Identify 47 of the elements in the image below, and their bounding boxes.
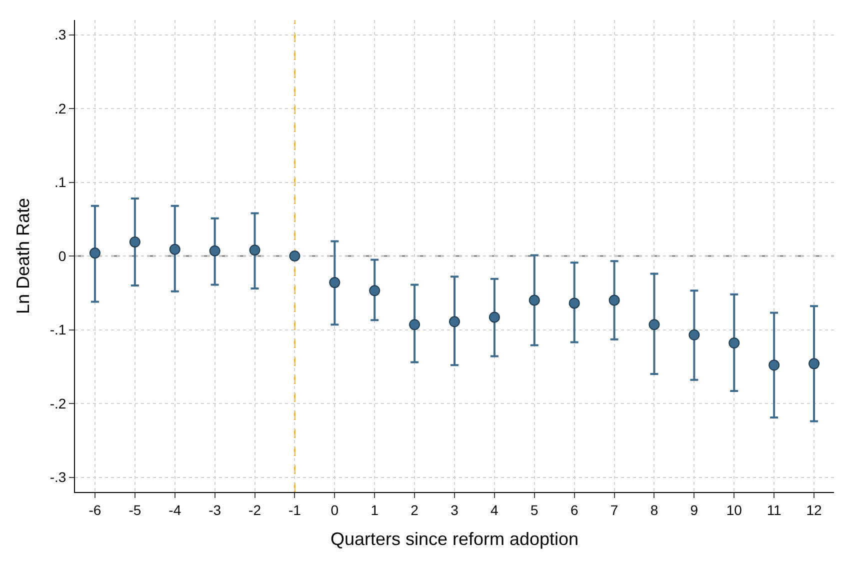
x-tick-label: 6 — [570, 502, 578, 518]
point — [169, 244, 180, 255]
y-tick-label: -.3 — [50, 469, 66, 486]
y-tick-label: 0 — [58, 248, 66, 264]
x-tick-label: 11 — [766, 502, 782, 518]
point — [369, 285, 380, 296]
y-tick-label: -.1 — [50, 322, 66, 338]
point — [89, 248, 100, 259]
x-tick-label: -2 — [248, 502, 262, 518]
point — [209, 245, 220, 256]
x-tick-label: 3 — [450, 502, 459, 518]
y-tick-label: .1 — [54, 174, 66, 190]
point — [608, 294, 620, 306]
point — [289, 250, 300, 262]
y-tick-label: -.2 — [50, 395, 66, 412]
x-tick-label: 2 — [410, 502, 419, 518]
y-axis-title: Ln Death Rate — [13, 198, 34, 314]
point — [768, 360, 780, 371]
point — [249, 244, 260, 256]
x-tick-label: 0 — [330, 502, 339, 518]
x-tick-label: 8 — [650, 502, 658, 518]
x-tick-label: 1 — [370, 502, 379, 518]
x-tick-label: 5 — [530, 502, 538, 518]
x-tick-label: 10 — [726, 502, 742, 518]
x-tick-label: -4 — [168, 502, 182, 518]
point — [449, 316, 460, 328]
x-tick-label: 12 — [806, 502, 822, 518]
x-tick-label: -1 — [288, 502, 302, 518]
point — [648, 319, 660, 330]
y-tick-label: .3 — [54, 26, 66, 43]
x-tick-label: 9 — [690, 502, 698, 518]
point — [329, 277, 340, 288]
point — [488, 312, 500, 323]
x-tick-label: 7 — [610, 502, 618, 518]
x-tick-label: -3 — [208, 502, 222, 518]
x-tick-label: -5 — [128, 502, 142, 518]
x-tick-label: -6 — [88, 502, 102, 518]
x-axis-title: Quarters since reform adoption — [330, 528, 579, 549]
point — [568, 298, 580, 309]
point — [728, 338, 740, 349]
point — [688, 329, 700, 340]
point — [129, 236, 140, 248]
point — [409, 319, 420, 330]
point — [528, 294, 540, 306]
point — [808, 358, 820, 370]
x-tick-label: 4 — [490, 502, 499, 518]
y-tick-label: .2 — [54, 100, 66, 116]
